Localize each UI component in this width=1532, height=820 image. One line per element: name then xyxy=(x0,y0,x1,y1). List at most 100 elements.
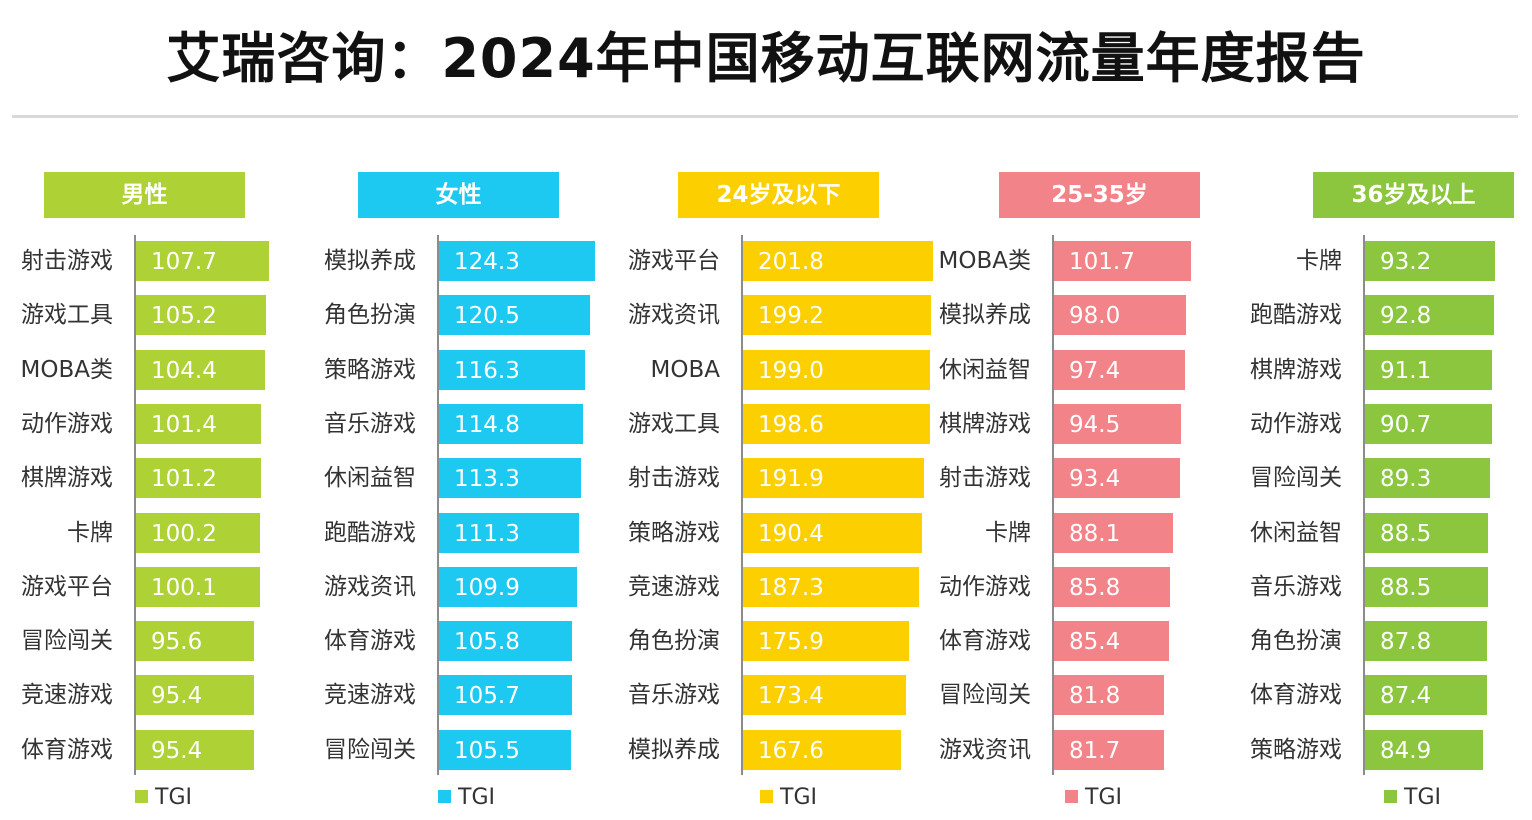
chart-2-category-label: 游戏平台 xyxy=(628,248,720,274)
chart-0-bar xyxy=(136,295,266,335)
chart-0-category-label: 游戏工具 xyxy=(21,302,113,328)
chart-0-category-label: 游戏平台 xyxy=(21,574,113,600)
chart-1-axis-line xyxy=(437,235,439,775)
chart-2-title: 24岁及以下 xyxy=(678,172,879,218)
chart-2-axis-line xyxy=(741,235,743,775)
chart-3-bar xyxy=(1054,567,1170,607)
chart-0-bar-value: 105.2 xyxy=(151,303,217,329)
chart-4-bar-value: 92.8 xyxy=(1380,303,1432,329)
chart-1-bar xyxy=(439,241,595,281)
chart-2-bar xyxy=(743,458,924,498)
chart-3-bar xyxy=(1054,675,1164,715)
chart-1-bar-value: 116.3 xyxy=(454,358,520,384)
chart-0-legend: TGI xyxy=(135,786,192,810)
chart-1-category-label: 策略游戏 xyxy=(324,357,416,383)
chart-0-bar xyxy=(136,458,261,498)
chart-2-bar xyxy=(743,567,919,607)
chart-0-bar xyxy=(136,621,254,661)
chart-0-legend-label: TGI xyxy=(155,785,192,810)
chart-0-title: 男性 xyxy=(44,172,245,218)
chart-4-category-label: 角色扮演 xyxy=(1250,628,1342,654)
chart-4-axis-line xyxy=(1363,235,1365,775)
chart-2-legend-label: TGI xyxy=(780,785,817,810)
chart-4-legend-label: TGI xyxy=(1404,785,1441,810)
chart-0-bar-value: 100.1 xyxy=(151,575,217,601)
chart-2-bar-value: 191.9 xyxy=(758,466,824,492)
chart-3-legend: TGI xyxy=(1065,786,1122,810)
chart-2-bar-value: 199.2 xyxy=(758,303,824,329)
chart-1-bar xyxy=(439,513,579,553)
chart-3-axis-line xyxy=(1052,235,1054,775)
chart-3-bar xyxy=(1054,241,1191,281)
chart-0-bar-value: 101.2 xyxy=(151,466,217,492)
chart-3-legend-label: TGI xyxy=(1085,785,1122,810)
chart-3-bar-value: 88.1 xyxy=(1069,521,1121,547)
chart-3-bar xyxy=(1054,295,1186,335)
chart-4-bar xyxy=(1365,404,1492,444)
chart-2-bar xyxy=(743,350,930,390)
chart-2-bar xyxy=(743,241,933,281)
chart-1-legend-swatch xyxy=(438,790,451,803)
chart-2-panel: 24岁及以下 游戏平台 201.8 游戏资讯 199.2 MOBA 199.0 游戏工具 198… xyxy=(608,0,933,820)
chart-2-bar-value: 199.0 xyxy=(758,358,824,384)
chart-4-bar-value: 88.5 xyxy=(1380,521,1432,547)
chart-4-bar xyxy=(1365,295,1494,335)
chart-3-category-label: 休闲益智 xyxy=(939,357,1031,383)
chart-1-category-label: 游戏资讯 xyxy=(324,574,416,600)
chart-3-category-label: 射击游戏 xyxy=(939,465,1031,491)
chart-0-bar xyxy=(136,730,254,770)
chart-4-bar-value: 87.4 xyxy=(1380,683,1432,709)
chart-0-category-label: 棋牌游戏 xyxy=(21,465,113,491)
chart-0-bar-value: 95.4 xyxy=(151,683,203,709)
chart-3-legend-swatch xyxy=(1065,790,1078,803)
chart-1-bar xyxy=(439,621,572,661)
chart-0-bar xyxy=(136,350,265,390)
chart-4-bar-value: 84.9 xyxy=(1380,738,1432,764)
chart-1-bar xyxy=(439,567,577,607)
chart-1-bar-value: 105.8 xyxy=(454,629,520,655)
chart-3-bar xyxy=(1054,458,1180,498)
chart-0-category-label: 射击游戏 xyxy=(21,248,113,274)
chart-4-bar xyxy=(1365,675,1487,715)
chart-0-category-label: 冒险闯关 xyxy=(21,628,113,654)
chart-2-category-label: 游戏工具 xyxy=(628,411,720,437)
chart-1-title: 女性 xyxy=(358,172,559,218)
chart-0-bar-value: 95.6 xyxy=(151,629,203,655)
chart-0-category-label: 竞速游戏 xyxy=(21,682,113,708)
chart-3-bar-value: 85.4 xyxy=(1069,629,1121,655)
chart-1-category-label: 冒险闯关 xyxy=(324,737,416,763)
chart-1-bar-value: 124.3 xyxy=(454,249,520,275)
chart-4-category-label: 体育游戏 xyxy=(1250,682,1342,708)
chart-4-legend-swatch xyxy=(1384,790,1397,803)
chart-2-bar-value: 167.6 xyxy=(758,738,824,764)
chart-2-bar-value: 201.8 xyxy=(758,249,824,275)
chart-3-category-label: 卡牌 xyxy=(985,520,1031,546)
chart-1-category-label: 音乐游戏 xyxy=(324,411,416,437)
chart-4-category-label: 卡牌 xyxy=(1296,248,1342,274)
chart-1-category-label: 跑酷游戏 xyxy=(324,520,416,546)
chart-0-bar xyxy=(136,675,254,715)
chart-0-category-label: 体育游戏 xyxy=(21,737,113,763)
chart-4-category-label: 冒险闯关 xyxy=(1250,465,1342,491)
chart-2-bar-value: 173.4 xyxy=(758,683,824,709)
chart-2-bar xyxy=(743,675,906,715)
chart-0-category-label: MOBA类 xyxy=(20,357,113,383)
chart-4-category-label: 棋牌游戏 xyxy=(1250,357,1342,383)
chart-0-legend-swatch xyxy=(135,790,148,803)
chart-3-bar xyxy=(1054,730,1164,770)
chart-2-legend-swatch xyxy=(760,790,773,803)
chart-2-category-label: MOBA xyxy=(650,357,720,383)
chart-4-bar-value: 93.2 xyxy=(1380,249,1432,275)
chart-0-axis-line xyxy=(134,235,136,775)
chart-3-category-label: 动作游戏 xyxy=(939,574,1031,600)
chart-4-bar xyxy=(1365,458,1490,498)
chart-2-bar xyxy=(743,513,922,553)
chart-1-panel: 女性 模拟养成 124.3 角色扮演 120.5 策略游戏 116.3 音乐游戏 114.8 休闲… xyxy=(303,0,603,820)
chart-3-category-label: 体育游戏 xyxy=(939,628,1031,654)
chart-1-category-label: 角色扮演 xyxy=(324,302,416,328)
chart-1-bar-value: 105.7 xyxy=(454,683,520,709)
chart-4-category-label: 音乐游戏 xyxy=(1250,574,1342,600)
chart-2-bar xyxy=(743,295,931,335)
chart-4-bar xyxy=(1365,730,1483,770)
